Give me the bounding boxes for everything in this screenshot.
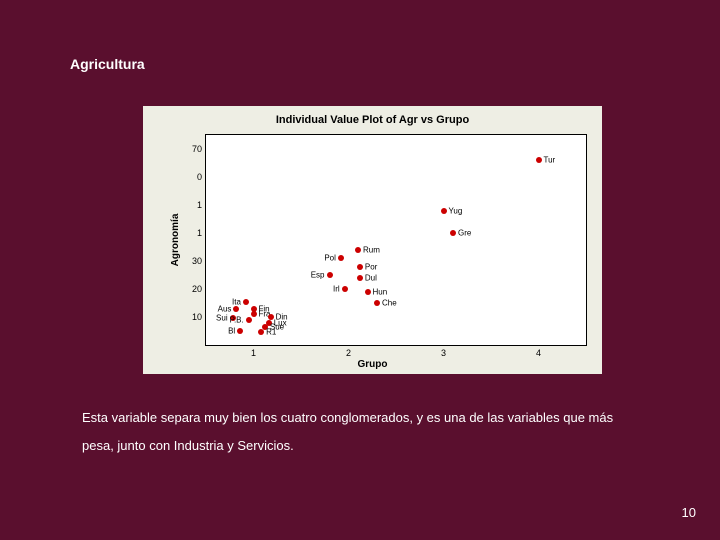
- data-point: [355, 247, 361, 253]
- chart-ylabel: Agronomía: [170, 214, 181, 267]
- data-point: [338, 255, 344, 261]
- ytick-label: 0: [197, 172, 202, 182]
- xtick-label: 1: [251, 348, 256, 358]
- data-point-label: Por: [365, 262, 377, 271]
- data-point-label: Gre: [458, 229, 471, 238]
- data-point-label: Tur: [544, 156, 556, 165]
- ytick-label: 1: [197, 200, 202, 210]
- data-point: [342, 286, 348, 292]
- data-point: [441, 208, 447, 214]
- data-point: [357, 264, 363, 270]
- ytick-label: 20: [192, 284, 202, 294]
- data-point: [450, 230, 456, 236]
- slide-body-text: Esta variable separa muy bien los cuatro…: [82, 404, 642, 460]
- xtick-label: 3: [441, 348, 446, 358]
- data-point: [246, 317, 252, 323]
- data-point: [365, 289, 371, 295]
- ytick-label: 30: [192, 256, 202, 266]
- data-point: [233, 306, 239, 312]
- data-point: [327, 272, 333, 278]
- data-point-label: R1: [266, 328, 276, 337]
- data-point-label: Hun: [373, 287, 388, 296]
- data-point-label: Bl: [228, 327, 235, 336]
- data-point-label: Rum: [363, 245, 380, 254]
- data-point: [536, 157, 542, 163]
- data-point: [374, 300, 380, 306]
- data-point: [243, 299, 249, 305]
- data-point-label: Aus: [218, 304, 232, 313]
- data-point: [237, 328, 243, 334]
- ytick-label: 10: [192, 312, 202, 322]
- data-point-label: Pol: [324, 254, 336, 263]
- data-point-label: Yug: [449, 206, 463, 215]
- chart-plot-area: 102030110701234ItaAusFinFraSuiP.B.DinLux…: [205, 134, 587, 346]
- data-point-label: Dul: [365, 273, 377, 282]
- page-number: 10: [682, 505, 696, 520]
- xtick-label: 2: [346, 348, 351, 358]
- data-point: [357, 275, 363, 281]
- data-point-label: Esp: [311, 271, 325, 280]
- data-point-label: P.B.: [230, 315, 244, 324]
- xtick-label: 4: [536, 348, 541, 358]
- data-point-label: Irl: [333, 285, 340, 294]
- data-point-label: Sui: [216, 314, 228, 323]
- data-point: [251, 311, 257, 317]
- ytick-label: 70: [192, 144, 202, 154]
- data-point: [258, 329, 264, 335]
- ytick-label: 1: [197, 228, 202, 238]
- slide-title: Agricultura: [70, 56, 145, 72]
- chart-title: Individual Value Plot of Agr vs Grupo: [143, 114, 602, 126]
- chart-xlabel: Grupo: [143, 359, 602, 370]
- data-point-label: Che: [382, 299, 397, 308]
- chart-panel: Individual Value Plot of Agr vs Grupo Ag…: [143, 106, 602, 374]
